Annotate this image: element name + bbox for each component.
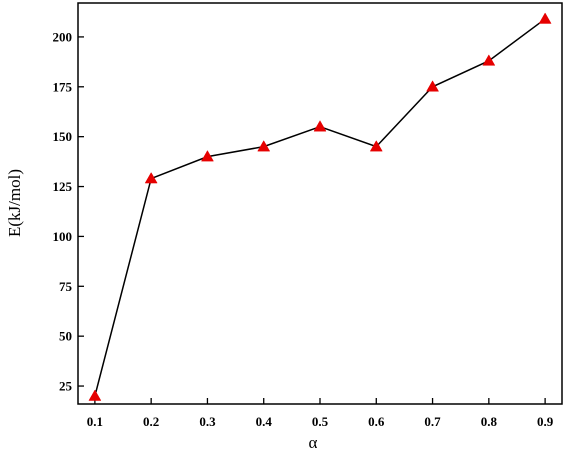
- data-point-marker: [88, 389, 102, 401]
- x-tick-label: 0.4: [256, 414, 273, 429]
- x-axis-ticks: 0.1 0.2 0.3 0.4 0.5 0.6 0.7 0.8 0.9: [87, 398, 554, 429]
- x-tick-label: 0.1: [87, 414, 103, 429]
- y-tick-label: 150: [53, 129, 73, 144]
- x-tick-label: 0.9: [537, 414, 554, 429]
- y-tick-label: 25: [59, 379, 73, 394]
- data-point-marker: [201, 150, 214, 162]
- data-point-marker: [313, 120, 327, 132]
- data-point-marker: [538, 12, 552, 24]
- data-point-marker: [482, 54, 496, 66]
- x-tick-label: 0.8: [481, 414, 498, 429]
- data-point-marker: [426, 80, 439, 92]
- y-tick-label: 75: [59, 279, 73, 294]
- y-tick-label: 100: [53, 229, 73, 244]
- x-axis-label: α: [309, 433, 318, 452]
- y-tick-label: 200: [53, 29, 73, 44]
- x-tick-label: 0.5: [312, 414, 329, 429]
- data-point-marker: [257, 140, 271, 152]
- y-tick-label: 125: [53, 179, 73, 194]
- x-tick-label: 0.7: [424, 414, 441, 429]
- data-point-marker: [369, 140, 383, 152]
- x-tick-label: 0.6: [368, 414, 385, 429]
- x-tick-label: 0.3: [199, 414, 216, 429]
- data-point-marker: [144, 172, 158, 184]
- series-layer: [88, 12, 552, 401]
- y-axis-label: E(kJ/mol): [5, 169, 24, 237]
- y-axis-ticks: 25 50 75 100 125 150 175 200: [53, 29, 84, 394]
- y-tick-label: 50: [59, 329, 72, 344]
- y-tick-label: 175: [53, 79, 73, 94]
- x-tick-label: 0.2: [143, 414, 159, 429]
- series-line: [94, 18, 546, 397]
